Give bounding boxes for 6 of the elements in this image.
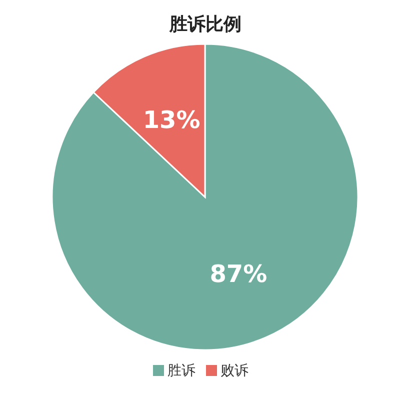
legend-label: 败诉 — [220, 363, 248, 379]
chart-title: 胜诉比例 — [168, 13, 242, 37]
legend-label: 胜诉 — [168, 363, 196, 379]
data-label: 13% — [142, 106, 200, 134]
data-label: 87% — [210, 260, 268, 288]
pie-slice — [51, 43, 359, 351]
